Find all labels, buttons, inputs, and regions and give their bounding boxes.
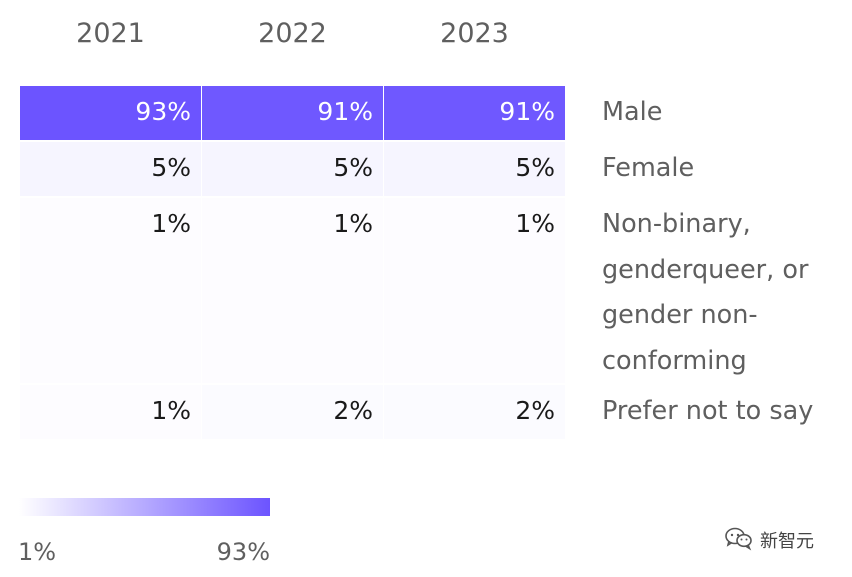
wechat-icon	[724, 525, 754, 555]
column-header-2023: 2023	[440, 18, 509, 49]
watermark-text: 新智元	[760, 531, 814, 552]
heatmap-cell: 93%	[20, 86, 201, 140]
heatmap-cell: 91%	[384, 86, 565, 140]
heatmap-cell: 5%	[202, 142, 383, 196]
row-label-line: gender non-	[602, 300, 758, 330]
color-scale-min-label: 1%	[18, 538, 57, 566]
row-label-line: conforming	[602, 345, 747, 376]
heatmap-cell: 1%	[20, 198, 201, 383]
heatmap-cell: 91%	[202, 86, 383, 140]
watermark: 新智元	[724, 524, 814, 556]
heatmap-cell: 1%	[20, 385, 201, 439]
heatmap-cell: 2%	[384, 385, 565, 439]
color-scale-bar	[19, 498, 270, 516]
color-scale-max-label: 93%	[216, 538, 270, 566]
row-label-line: Non-binary,	[602, 209, 751, 239]
column-header-2021: 2021	[76, 18, 145, 49]
row-label: Prefer not to say	[602, 396, 814, 426]
column-header-2022: 2022	[258, 18, 327, 49]
heatmap-cell: 1%	[202, 198, 383, 383]
heatmap-cell: 5%	[384, 142, 565, 196]
heatmap-cell: 1%	[384, 198, 565, 383]
row-label: Male	[602, 97, 663, 127]
row-label: Female	[602, 153, 695, 183]
row-label: Non-binary, genderqueer, or gender non-con…	[602, 202, 842, 384]
heatmap-cell: 5%	[20, 142, 201, 196]
row-label-line: genderqueer, or	[602, 254, 809, 285]
heatmap-cell: 2%	[202, 385, 383, 439]
